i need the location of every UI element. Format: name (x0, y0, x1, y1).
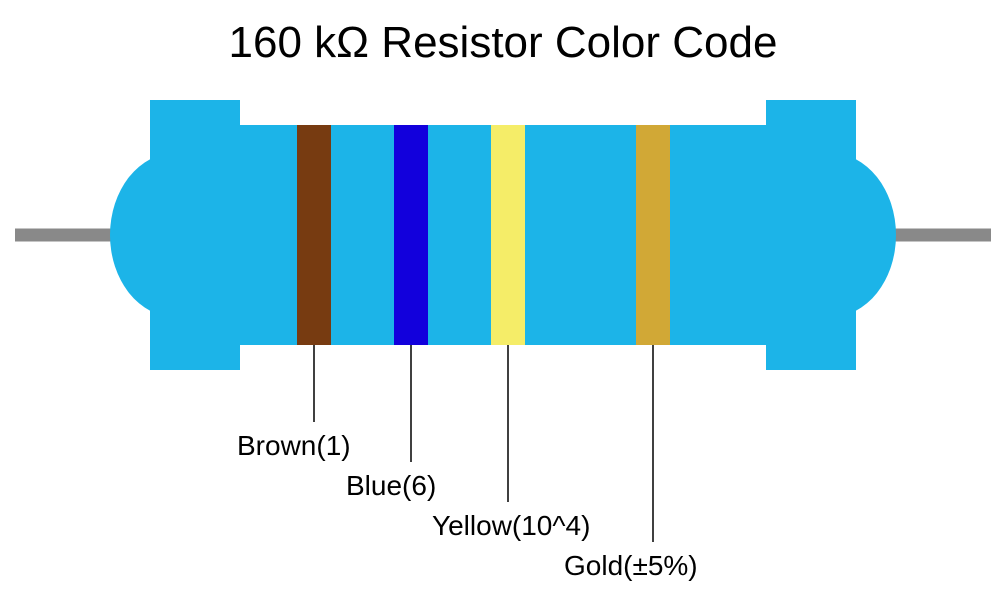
band-yellow (491, 125, 525, 345)
resistor-endblock-right (766, 100, 856, 370)
band-label-blue: Blue(6) (346, 470, 436, 502)
band-label-brown: Brown(1) (237, 430, 351, 462)
resistor-endblock-left (150, 100, 240, 370)
band-blue (394, 125, 428, 345)
band-label-gold: Gold(±5%) (564, 550, 698, 582)
band-brown (297, 125, 331, 345)
band-label-yellow: Yellow(10^4) (432, 510, 590, 542)
band-gold (636, 125, 670, 345)
